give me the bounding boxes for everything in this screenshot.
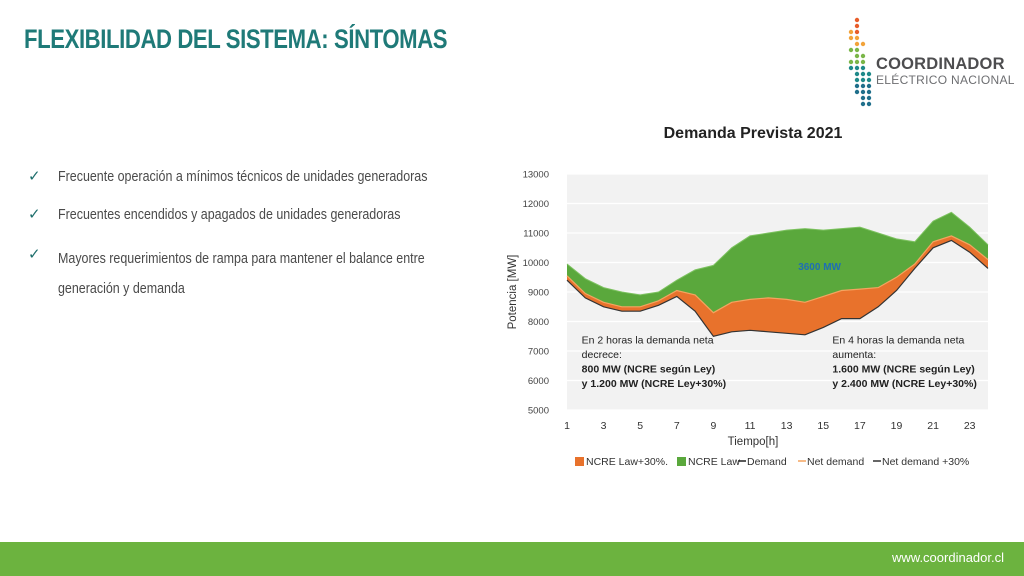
bullet-text: Mayores requerimientos de rampa para man… bbox=[58, 251, 425, 297]
y-tick-label: 13000 bbox=[523, 170, 549, 181]
ncre-law-area bbox=[567, 212, 988, 313]
x-tick-label: 19 bbox=[891, 420, 903, 432]
y-tick-label: 11000 bbox=[523, 229, 549, 240]
x-tick-label: 21 bbox=[927, 420, 939, 432]
bullet-item: ✓ Frecuentes encendidos y apagados de un… bbox=[28, 204, 488, 226]
coordinador-logo: COORDINADOR ELÉCTRICO NACIONAL bbox=[846, 16, 1016, 116]
chart-title: Demanda Prevista 2021 bbox=[664, 125, 843, 142]
legend-label: NCRE Law bbox=[688, 456, 740, 468]
legend-swatch bbox=[575, 457, 584, 466]
y-tick-label: 6000 bbox=[528, 376, 549, 387]
bullet-text: Frecuente operación a mínimos técnicos d… bbox=[58, 169, 428, 185]
x-tick-label: 7 bbox=[674, 420, 680, 432]
bullet-list: ✓ Frecuente operación a mínimos técnicos… bbox=[28, 166, 488, 318]
check-icon: ✓ bbox=[28, 205, 41, 223]
y-tick-label: 7000 bbox=[528, 347, 549, 358]
x-tick-label: 11 bbox=[745, 420, 756, 432]
x-tick-label: 1 bbox=[564, 420, 570, 432]
y-tick-label: 9000 bbox=[528, 288, 549, 299]
bullet-item: ✓ Mayores requerimientos de rampa para m… bbox=[28, 244, 488, 304]
check-icon: ✓ bbox=[28, 245, 41, 263]
x-tick-label: 13 bbox=[781, 420, 793, 432]
demand-chart: Demanda Prevista 2021 5000 6000 7000 8000 900… bbox=[490, 112, 1010, 484]
y-axis-title: Potencia [MW] bbox=[507, 255, 519, 330]
annotation-decrease-line: 800 MW (NCRE según Ley) bbox=[582, 364, 716, 376]
x-axis-title: Tiempo[h] bbox=[728, 436, 779, 448]
x-tick-label: 17 bbox=[854, 420, 866, 432]
x-tick-label: 5 bbox=[637, 420, 643, 432]
y-tick-label: 5000 bbox=[528, 406, 549, 417]
annotation-decrease-line: y 1.200 MW (NCRE Ley+30%) bbox=[582, 378, 726, 390]
annotation-increase-line: 1.600 MW (NCRE según Ley) bbox=[832, 364, 974, 376]
legend-label: Demand bbox=[747, 456, 787, 468]
x-tick-label: 9 bbox=[711, 420, 717, 432]
legend-swatch bbox=[677, 457, 686, 466]
bullet-item: ✓ Frecuente operación a mínimos técnicos… bbox=[28, 166, 488, 188]
slide-title: FLEXIBILIDAD DEL SISTEMA: SÍNTOMAS bbox=[24, 24, 448, 54]
check-icon: ✓ bbox=[28, 167, 41, 185]
bullet-text: Frecuentes encendidos y apagados de unid… bbox=[58, 207, 401, 223]
net-demand-line bbox=[566, 235, 989, 314]
footer-bar: www.coordinador.cl bbox=[0, 542, 1024, 576]
annotation-increase-line: y 2.400 MW (NCRE Ley+30%) bbox=[832, 378, 976, 390]
annotation-3600mw: 3600 MW bbox=[798, 262, 841, 273]
x-tick-label: 15 bbox=[817, 420, 829, 432]
demand-chart-svg: Demanda Prevista 2021 5000 6000 7000 8000 900… bbox=[507, 125, 989, 468]
y-tick-label: 8000 bbox=[528, 317, 549, 328]
y-tick-label: 12000 bbox=[523, 199, 549, 210]
annotation-decrease-line: En 2 horas la demanda neta bbox=[582, 335, 714, 347]
logo-dots-icon bbox=[848, 17, 872, 107]
x-tick-label: 3 bbox=[601, 420, 607, 432]
net-demand-30-line bbox=[566, 239, 989, 337]
legend-label: Net demand bbox=[807, 456, 864, 468]
annotation-decrease-line: decrece: bbox=[582, 349, 622, 361]
legend-label: NCRE Law+30%. bbox=[586, 456, 668, 468]
annotation-increase-line: aumenta: bbox=[832, 349, 876, 361]
demand-line bbox=[566, 211, 989, 296]
logo-line-2: ELÉCTRICO NACIONAL bbox=[876, 73, 1015, 87]
y-tick-label: 10000 bbox=[523, 258, 549, 269]
x-tick-label: 23 bbox=[964, 420, 976, 432]
annotation-increase-line: En 4 horas la demanda neta bbox=[832, 335, 964, 347]
logo-line-1: COORDINADOR bbox=[876, 55, 1005, 73]
ncre-law-30-area bbox=[567, 235, 988, 337]
legend-label: Net demand +30% bbox=[882, 456, 969, 468]
footer-url[interactable]: www.coordinador.cl bbox=[892, 550, 1004, 565]
